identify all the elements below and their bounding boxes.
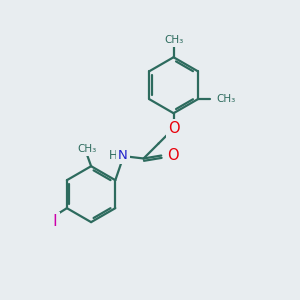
Text: O: O <box>168 121 180 136</box>
Text: CH₃: CH₃ <box>164 34 183 45</box>
Text: H: H <box>109 149 118 162</box>
Text: CH₃: CH₃ <box>77 143 96 154</box>
Text: I: I <box>53 214 58 229</box>
Text: CH₃: CH₃ <box>217 94 236 104</box>
Text: O: O <box>167 148 179 163</box>
Text: N: N <box>118 149 128 162</box>
